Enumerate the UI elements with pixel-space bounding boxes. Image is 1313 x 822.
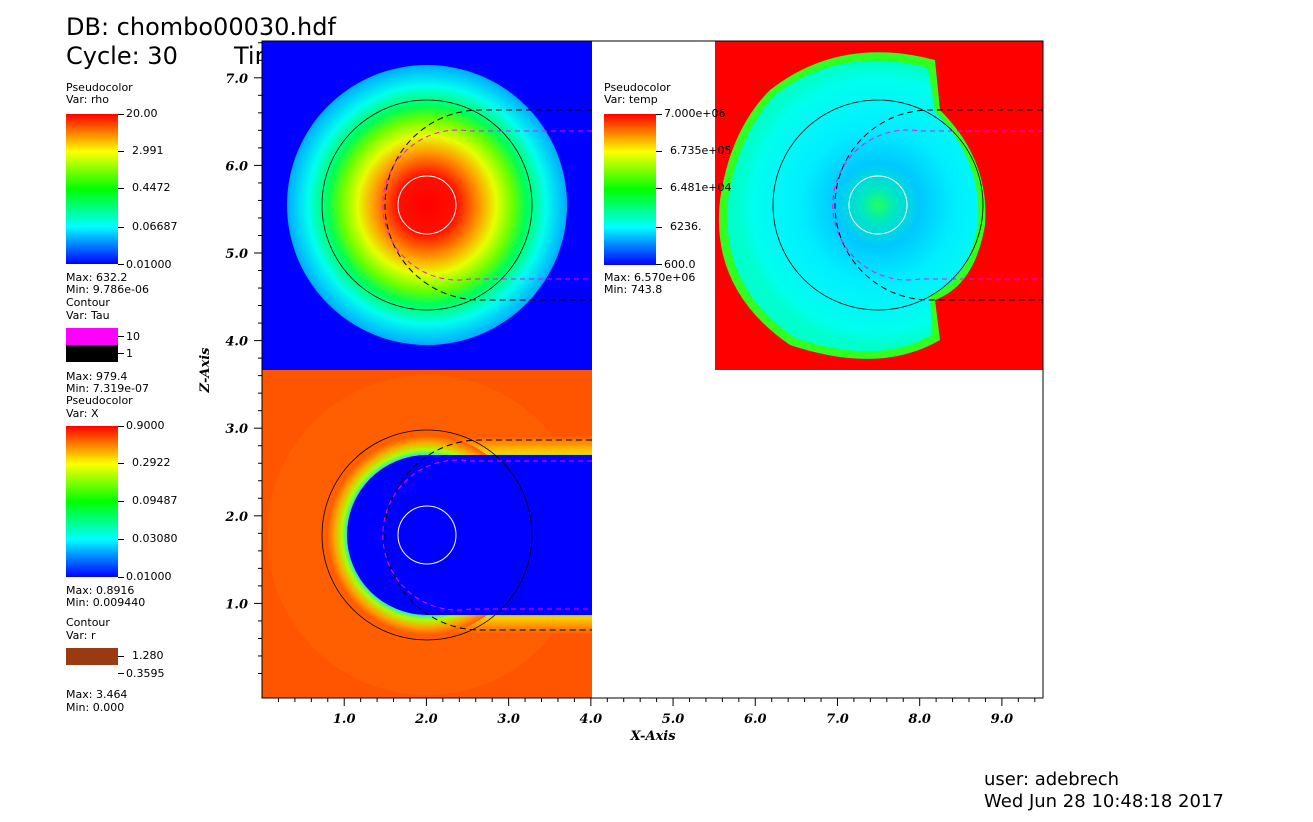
x-tick-0: 0.9000 [126, 419, 165, 432]
temp-max: Max: 6.570e+06 [604, 271, 696, 284]
tau-level-1: 1 [126, 347, 133, 360]
y-axis-label: Z-Axis [198, 347, 213, 394]
x-max: Max: 0.8916 [66, 584, 135, 597]
x-tick-label: 4.0 [580, 712, 603, 727]
r-min: Min: 0.000 [66, 701, 125, 714]
r-kind: Contour [66, 616, 110, 629]
y-tick-label: 6.0 [225, 159, 248, 174]
x-tick-label: 2.0 [414, 712, 438, 727]
temp-var: Var: temp [604, 93, 658, 106]
x-tick-4: 0.01000 [126, 570, 172, 583]
x-tick-label: 1.0 [333, 712, 356, 727]
temp-colorbar [604, 114, 656, 265]
x-tick-label: 7.0 [826, 712, 849, 727]
x-tick-label: 9.0 [991, 712, 1014, 727]
x-colorbar [66, 426, 118, 577]
temp-tick-2: 6.481e+04 [670, 181, 732, 194]
r-level-1: 0.3595 [126, 667, 165, 680]
r-var: Var: r [66, 629, 96, 642]
temp-tick-0: 7.000e+06 [664, 107, 726, 120]
rho-panel [262, 41, 592, 370]
rho-tick-3: 0.06687 [132, 220, 178, 233]
temp-tick-1: 6.735e+05 [670, 144, 732, 157]
temp-kind: Pseudocolor [604, 81, 671, 94]
rho-tick-0: 20.00 [126, 107, 158, 120]
x-panel [262, 370, 592, 698]
y-tick-label: 2.0 [224, 510, 248, 525]
temp-tick-4: 600.0 [664, 258, 696, 271]
x-tick-label: 3.0 [497, 712, 520, 727]
x-tick-label: 8.0 [908, 712, 931, 727]
temp-panel [715, 41, 1043, 370]
x-tick-label: 6.0 [744, 712, 767, 727]
rho-tick-1: 2.991 [132, 144, 164, 157]
footer-user: user: adebrech [984, 769, 1120, 790]
x-tick-3: 0.03080 [132, 532, 178, 545]
footer-date: Wed Jun 28 10:48:18 2017 [984, 791, 1224, 812]
temp-min: Min: 743.8 [604, 283, 663, 296]
y-tick-label: 7.0 [225, 72, 248, 87]
db-title: DB: chombo00030.hdf [66, 13, 336, 41]
x-kind: Pseudocolor [66, 394, 133, 407]
tau-kind: Contour [66, 296, 110, 309]
y-tick-label: 4.0 [225, 335, 248, 350]
rho-colorbar [66, 114, 118, 264]
plot-frame [261, 40, 1044, 699]
rho-max: Max: 632.2 [66, 271, 128, 284]
rho-kind: Pseudocolor [66, 81, 133, 94]
rho-tick-4: 0.01000 [126, 258, 172, 271]
axis-ticks: 1.0 2.0 3.0 4.0 5.0 6.0 7.0 8.0 9.0 1.0 2.0 3.0 4.0 5… [224, 42, 1036, 727]
tau-swatch-10 [66, 328, 118, 345]
r-max: Max: 3.464 [66, 688, 128, 701]
tau-var: Var: Tau [66, 309, 110, 322]
x-axis-label: X-Axis [629, 729, 676, 744]
x-tick-2: 0.09487 [132, 494, 178, 507]
y-tick-label: 5.0 [225, 247, 248, 262]
temp-tick-3: 6236. [670, 220, 702, 233]
rho-tick-2: 0.4472 [132, 181, 171, 194]
tau-level-0: 10 [126, 330, 140, 343]
tau-min: Min: 7.319e-07 [66, 382, 149, 395]
y-tick-label: 1.0 [225, 597, 248, 612]
x-min: Min: 0.009440 [66, 596, 146, 609]
rho-min: Min: 9.786e-06 [66, 283, 149, 296]
x-tick-1: 0.2922 [132, 456, 171, 469]
x-var: Var: X [66, 407, 99, 420]
tau-max: Max: 979.4 [66, 370, 128, 383]
rho-var: Var: rho [66, 93, 109, 106]
cycle-label: Cycle: 30 [66, 42, 178, 70]
r-level-0: 1.280 [132, 649, 164, 662]
x-tick-label: 5.0 [662, 712, 685, 727]
tau-swatch-1 [66, 345, 118, 362]
r-swatch-1280 [66, 648, 118, 665]
y-tick-label: 3.0 [225, 422, 248, 437]
